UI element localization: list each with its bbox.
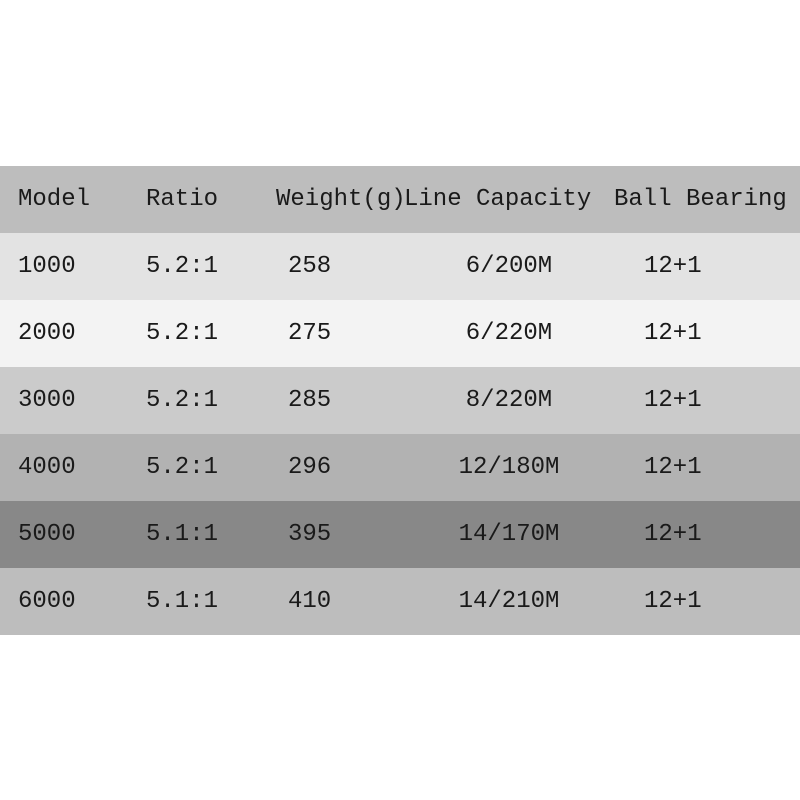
spec-table: Model Ratio Weight(g) Line Capacity Ball… bbox=[0, 166, 800, 635]
cell-model: 4000 bbox=[18, 454, 146, 481]
cell-weight: 275 bbox=[276, 320, 404, 347]
cell-model: 3000 bbox=[18, 387, 146, 414]
cell-ratio: 5.2:1 bbox=[146, 387, 276, 414]
table-header-row: Model Ratio Weight(g) Line Capacity Ball… bbox=[0, 166, 800, 233]
table-row: 3000 5.2:1 285 8/220M 12+1 bbox=[0, 367, 800, 434]
cell-ratio: 5.2:1 bbox=[146, 454, 276, 481]
cell-weight: 395 bbox=[276, 521, 404, 548]
cell-capacity: 6/200M bbox=[404, 253, 614, 280]
header-weight: Weight(g) bbox=[276, 186, 404, 213]
table-row: 1000 5.2:1 258 6/200M 12+1 bbox=[0, 233, 800, 300]
cell-capacity: 14/210M bbox=[404, 588, 614, 615]
header-ratio: Ratio bbox=[146, 186, 276, 213]
cell-bearing: 12+1 bbox=[614, 387, 800, 414]
cell-ratio: 5.2:1 bbox=[146, 253, 276, 280]
cell-capacity: 8/220M bbox=[404, 387, 614, 414]
cell-bearing: 12+1 bbox=[614, 521, 800, 548]
cell-weight: 285 bbox=[276, 387, 404, 414]
table-row: 6000 5.1:1 410 14/210M 12+1 bbox=[0, 568, 800, 635]
cell-weight: 258 bbox=[276, 253, 404, 280]
cell-capacity: 12/180M bbox=[404, 454, 614, 481]
cell-bearing: 12+1 bbox=[614, 253, 800, 280]
cell-model: 5000 bbox=[18, 521, 146, 548]
cell-bearing: 12+1 bbox=[614, 454, 800, 481]
cell-ratio: 5.1:1 bbox=[146, 521, 276, 548]
cell-weight: 296 bbox=[276, 454, 404, 481]
table-row: 2000 5.2:1 275 6/220M 12+1 bbox=[0, 300, 800, 367]
header-model: Model bbox=[18, 186, 146, 213]
cell-ratio: 5.1:1 bbox=[146, 588, 276, 615]
table-row: 5000 5.1:1 395 14/170M 12+1 bbox=[0, 501, 800, 568]
cell-weight: 410 bbox=[276, 588, 404, 615]
cell-bearing: 12+1 bbox=[614, 320, 800, 347]
cell-model: 2000 bbox=[18, 320, 146, 347]
cell-model: 6000 bbox=[18, 588, 146, 615]
table-row: 4000 5.2:1 296 12/180M 12+1 bbox=[0, 434, 800, 501]
header-bearing: Ball Bearing bbox=[614, 186, 800, 213]
cell-capacity: 6/220M bbox=[404, 320, 614, 347]
cell-capacity: 14/170M bbox=[404, 521, 614, 548]
cell-ratio: 5.2:1 bbox=[146, 320, 276, 347]
cell-model: 1000 bbox=[18, 253, 146, 280]
cell-bearing: 12+1 bbox=[614, 588, 800, 615]
header-capacity: Line Capacity bbox=[404, 186, 614, 213]
